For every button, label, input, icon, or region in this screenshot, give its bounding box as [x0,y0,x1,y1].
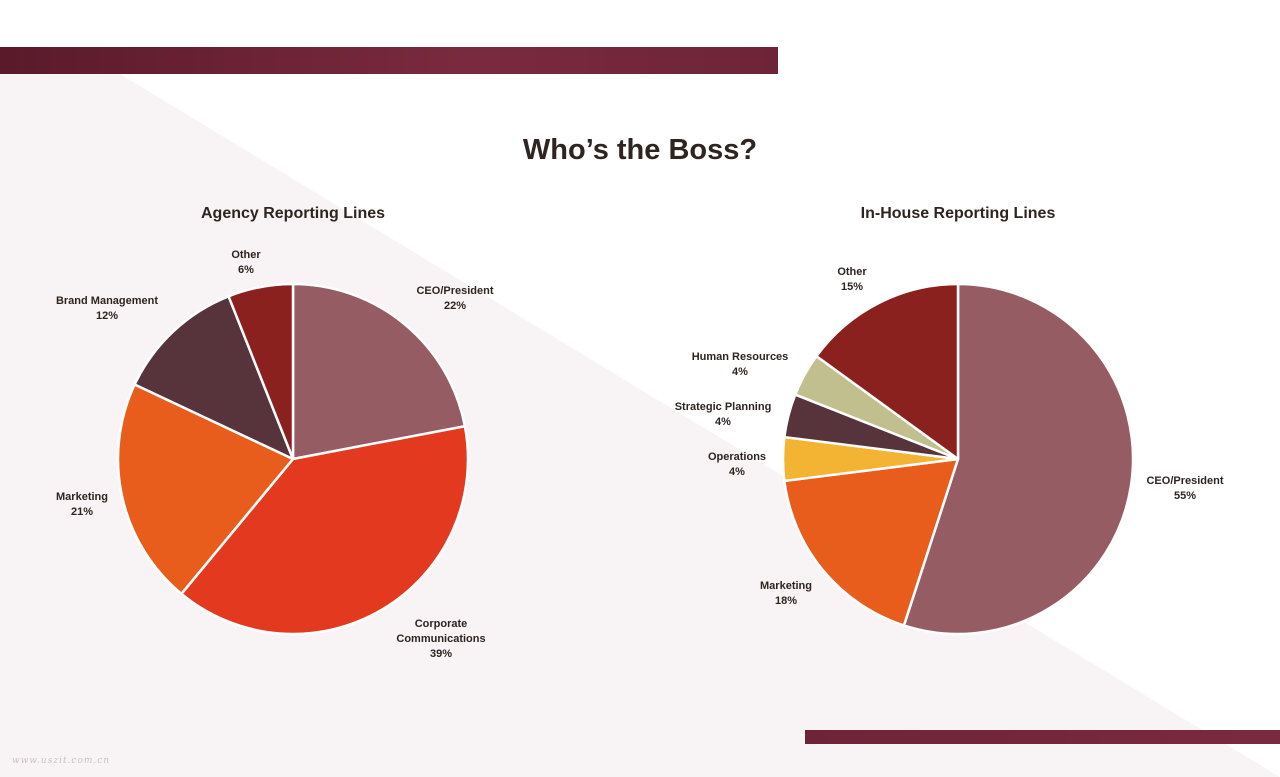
watermark: www.uszit.com.cn [12,756,111,766]
pie-slice-inhouse-marketing [783,457,960,627]
slice-label-inhouse-marketing: Marketing 18% [760,580,812,607]
slice-label-agency-ceo: CEO/President 22% [416,285,494,312]
top-accent-bar [0,47,778,74]
pie-slice-agency-other [227,282,295,461]
bottom-accent-bar [805,730,1280,744]
chart-title-agency: Agency Reporting Lines [200,205,386,222]
slice-label-agency-brand-management: Brand Management 12% [55,295,159,322]
pie-slice-inhouse-other [815,282,960,461]
slice-label-inhouse-human-resources: Human Resources 4% [691,351,789,378]
pie-slice-inhouse-ceo-president [902,282,1135,636]
pie-slice-agency-corporate-communications [180,424,470,636]
slice-label-inhouse-operations: Operations 4% [707,451,767,478]
pie-slice-agency-brand-management [133,295,295,461]
slice-label-inhouse-strategic-planning: Strategic Planning 4% [674,401,772,428]
chart-title-in-house: In-House Reporting Lines [860,205,1056,222]
slice-label-inhouse-ceo: CEO/President 55% [1146,475,1224,502]
page-title: Who’s the Boss? [522,134,758,166]
slice-label-agency-other: Other 6% [231,249,261,276]
slice-label-agency-marketing: Marketing 21% [56,491,108,518]
slice-label-agency-corporate-communications: Corporate Communications 39% [396,618,486,660]
pie-slice-agency-ceo-president [291,282,467,461]
slice-label-inhouse-other: Other 15% [837,266,867,293]
pie-slice-agency-marketing [116,383,295,596]
